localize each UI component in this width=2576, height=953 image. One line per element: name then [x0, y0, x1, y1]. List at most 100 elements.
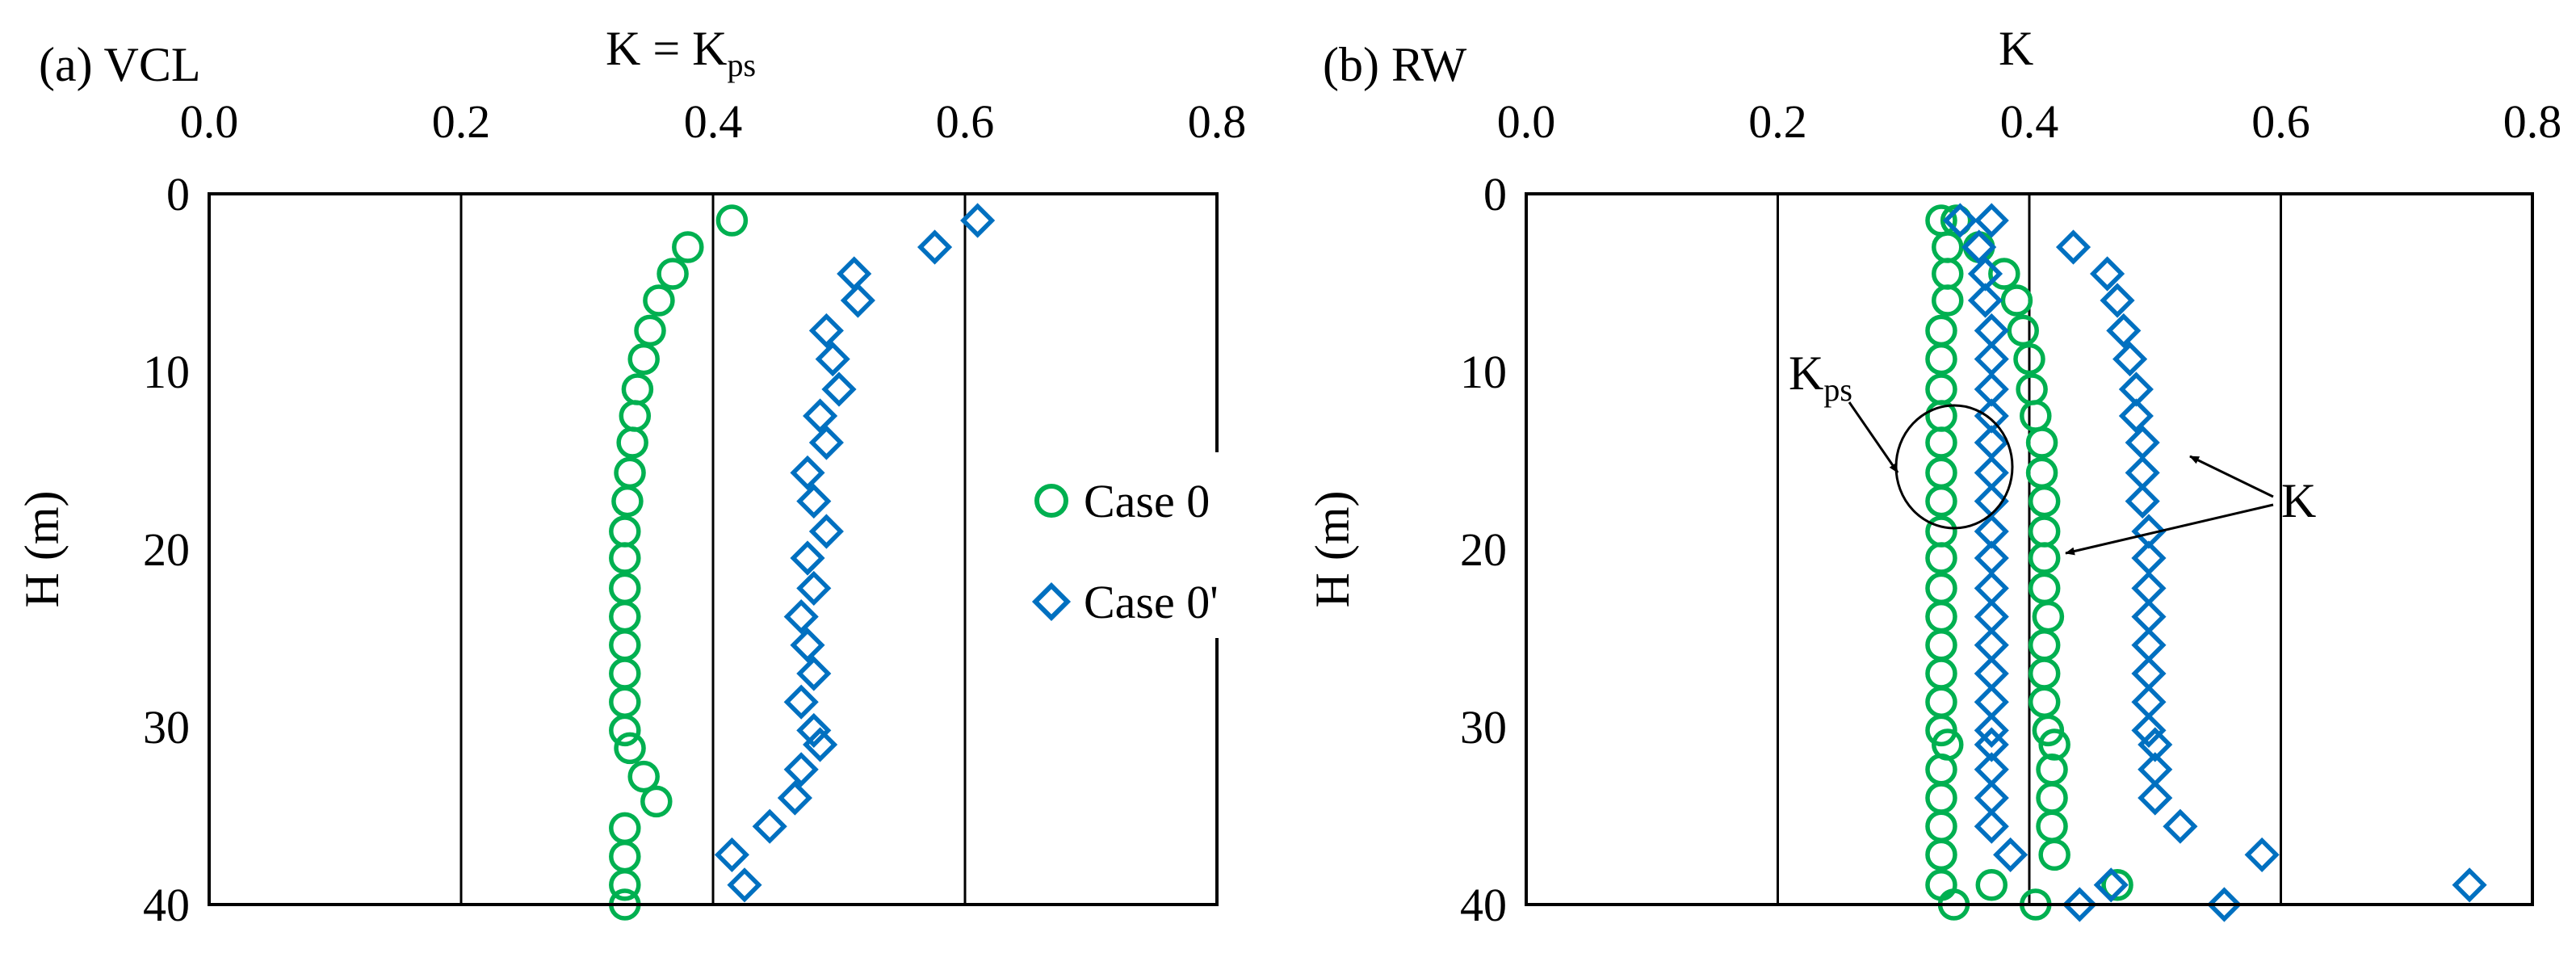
- panel-b-series-1-point-14: [2032, 600, 2065, 633]
- panel-a-series-1-point-20: [783, 752, 819, 787]
- panel-b-series-3-point-3: [2100, 283, 2135, 318]
- panel-a-series-0-point-15: [609, 629, 641, 661]
- panel-b-series-2-point-3: [1967, 283, 2003, 318]
- panel-b-series-0-point-11: [1925, 515, 1957, 548]
- panel-b-series-2-point-2: [1967, 256, 2003, 292]
- panel-b-series-1-point-8: [2025, 426, 2058, 459]
- panel-a-series-1-point-23: [714, 837, 749, 872]
- panel-b-series-0-point-1: [1932, 231, 1964, 263]
- panel-b-series-0-point-21: [1925, 782, 1957, 814]
- annotation-k-arrow-2: [2065, 503, 2274, 556]
- panel-b-x-tick-1: 0.2: [1748, 95, 1807, 148]
- panel-a-y-tick-3: 30: [143, 701, 190, 754]
- panel-b-label: (b) RW: [1323, 38, 1467, 91]
- panel-b-series-2-point-16: [1974, 656, 2009, 691]
- legend-entry-case-0-prime: Case 0': [1031, 576, 1219, 628]
- panel-a-title: K = Kps: [606, 22, 756, 83]
- panel-b-series-3-point-9: [2125, 455, 2160, 490]
- panel-b-series-3-point-13: [2131, 570, 2167, 606]
- panel-b-series-3-point-10: [2125, 484, 2160, 519]
- panel-a-x-tick-3: 0.6: [936, 95, 995, 148]
- panel-a-y-tick-2: 20: [143, 523, 190, 576]
- panel-b-series-2-point-15: [1974, 628, 2009, 663]
- panel-b-y-tick-1: 10: [1460, 346, 1507, 398]
- panel-b-series-3-point-21: [2138, 780, 2173, 816]
- panel-b-series-0-point-17: [1925, 686, 1957, 718]
- panel-b-series-2-point-13: [1974, 570, 2009, 606]
- panel-b-series-3-point-17: [2131, 684, 2167, 720]
- panel-b-series-2-point-5: [1974, 342, 2009, 377]
- panel-b-series-1-point-2: [1988, 258, 2020, 290]
- panel-b-x-tick-0: 0.0: [1497, 95, 1556, 148]
- panel-a-y-tick-0: 0: [166, 168, 190, 220]
- panel-a-series-1-point-0: [960, 203, 996, 238]
- panel-a-series-0-point-7: [619, 400, 652, 432]
- panel-b-series-2-point-25: [2062, 887, 2097, 922]
- panel-a-series-1-point-18: [796, 712, 832, 748]
- panel-b-series-3-point-19: [2138, 727, 2173, 762]
- panel-b-y-tick-0: 0: [1483, 168, 1507, 220]
- panel-b: (b) RW K 0.0 0.2 0.4 0.6 0.8 0 10 20 30 40 H (m)…: [1306, 22, 2561, 931]
- annotation-kps-label: Kps: [1789, 346, 1852, 408]
- panel-a-series-0-point-20: [627, 760, 660, 793]
- panel-b-series-3-point-25: [2206, 887, 2242, 922]
- panel-a-x-tick-1: 0.2: [432, 95, 491, 148]
- panel-a-series-1-point-22: [752, 808, 787, 844]
- panel-b-series-1-point-15: [2028, 629, 2061, 661]
- panel-b-series-0-point-2: [1932, 258, 1964, 290]
- panel-a-series-1-point-11: [808, 514, 844, 549]
- panel-b-series-1-point-25: [1975, 869, 2008, 901]
- panel-b-series-1-point-17: [2028, 686, 2061, 718]
- panel-a-series-0-point-13: [609, 572, 641, 605]
- panel-a-series-1-point-2: [837, 256, 872, 292]
- panel-b-series-2-point-21: [1974, 780, 2009, 816]
- panel-a-series-0-point-16: [609, 657, 641, 690]
- panel-a-title-sub: ps: [728, 47, 757, 83]
- panel-b-series-3-point-2: [2089, 256, 2125, 292]
- panel-b-series-0-point-20: [1925, 754, 1957, 786]
- annotation-kps-main: K: [1789, 346, 1823, 400]
- panel-b-series-3-point-5: [2112, 342, 2148, 377]
- panel-b-series-1-point-21: [2036, 782, 2068, 814]
- panel-b-series-3-point-20: [2138, 752, 2173, 787]
- panel-b-series-1-point-13: [2028, 572, 2061, 605]
- panel-b-series-3-point-7: [2118, 398, 2154, 434]
- panel-b-x-tick-3: 0.6: [2251, 95, 2310, 148]
- panel-b-gridlines: [1777, 194, 2282, 905]
- panel-a-y-axis-label: H (m): [15, 491, 69, 608]
- panel-a-series-1-point-12: [790, 540, 825, 576]
- panel-b-series-2-point-9: [1974, 455, 2009, 490]
- panel-b-series-1-point-18: [2032, 714, 2065, 747]
- panel-b-series-2-point-17: [1974, 684, 2009, 720]
- panel-b-series-0-point-15: [1925, 629, 1957, 661]
- panel-b-series-3-point-4: [2106, 313, 2142, 348]
- panel-b-y-axis-label: H (m): [1306, 491, 1359, 608]
- panel-a-series-1-point-4: [808, 313, 844, 348]
- panel-b-series-1-point-19: [2038, 728, 2070, 761]
- panel-b-series-1-point-23: [2038, 838, 2070, 871]
- annotation-k-arrow-1: [2189, 455, 2274, 498]
- panel-b-series-2-point-8: [1974, 425, 2009, 460]
- panel-b-series-2-point-4: [1974, 313, 2009, 348]
- panel-b-series-2-point-19: [1974, 727, 2009, 762]
- panel-a-series-1-point-1: [917, 229, 953, 265]
- panel-b-series-2-point-11: [1974, 514, 2009, 549]
- panel-b-series-2-point-1: [1961, 229, 1997, 265]
- panel-b-series-1-point-16: [2028, 657, 2061, 690]
- panel-b-series-1-point-7: [2020, 400, 2052, 432]
- panel-b-series-2-point-22: [1974, 808, 2009, 844]
- panel-b-series-2-point-12: [1974, 540, 2009, 576]
- panel-b-annotations: Kps K: [1789, 346, 2316, 556]
- panel-b-series-3-point-15: [2131, 628, 2167, 663]
- panel-b-series-0-point-10: [1925, 485, 1957, 518]
- panel-b-series-1-point-6: [2016, 373, 2048, 405]
- panel-b-x-tick-2: 0.4: [2000, 95, 2059, 148]
- panel-a-label: (a) VCL: [39, 38, 201, 91]
- panel-a-series-1-point-5: [815, 342, 850, 377]
- panel-b-series-0-point-13: [1925, 572, 1957, 605]
- panel-a-series-0-point-0: [715, 204, 749, 237]
- panel-b-series-0-point-5: [1925, 342, 1957, 376]
- panel-b-series-3-point-11: [2131, 514, 2167, 549]
